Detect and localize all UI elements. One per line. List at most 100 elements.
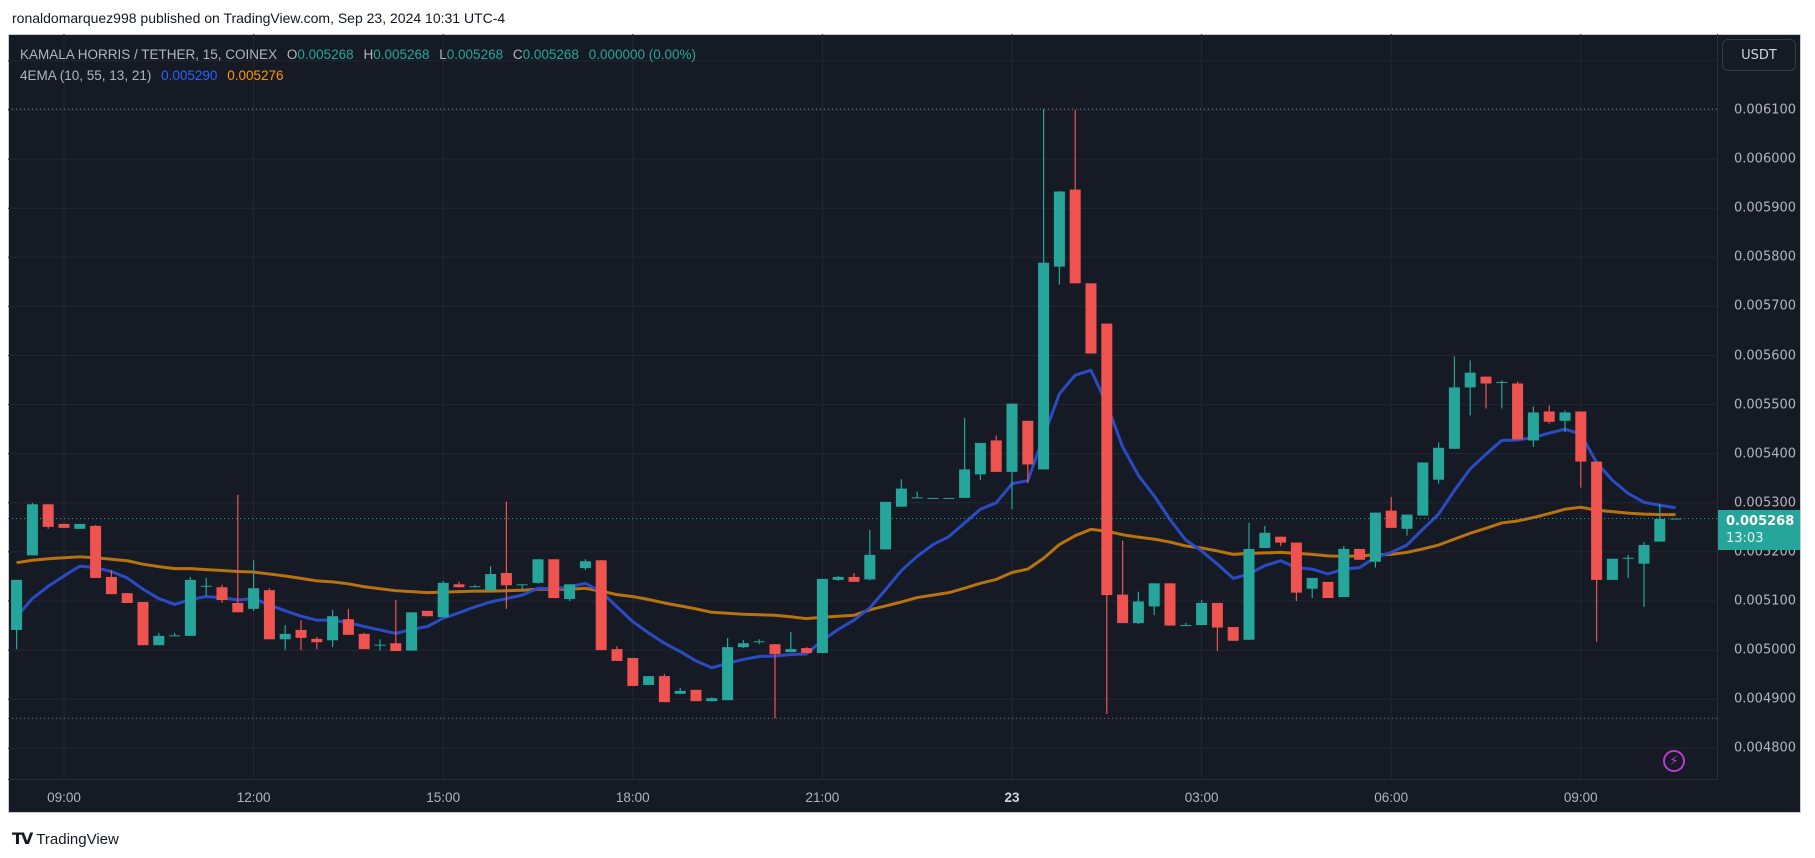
candle-up <box>1401 514 1413 529</box>
price-tick-label: 0.005600 <box>1734 348 1797 363</box>
time-tick-label: 18:00 <box>615 790 650 805</box>
candle-down <box>1385 510 1397 528</box>
candle-down <box>105 576 117 595</box>
candle-down <box>690 689 702 702</box>
chart-frame <box>8 34 1801 813</box>
current-price: 0.005268 <box>1726 513 1795 529</box>
candle-down <box>1591 461 1603 580</box>
time-tick-label: 06:00 <box>1374 790 1409 805</box>
time-tick-label: 21:00 <box>805 790 840 805</box>
candle-down <box>801 648 813 654</box>
candle-up <box>184 579 196 636</box>
price-axis[interactable] <box>1717 34 1802 779</box>
candle-up <box>785 649 797 653</box>
candle-up <box>943 497 955 499</box>
ema-fast-line <box>15 368 1676 670</box>
candle-up <box>327 616 339 641</box>
candle-down <box>1290 542 1302 593</box>
price-tick-label: 0.005800 <box>1734 249 1797 265</box>
publish-line: ronaldomarquez998 published on TradingVi… <box>12 10 506 26</box>
candle-down <box>1322 581 1334 599</box>
candle-down <box>1480 376 1492 384</box>
candle-up <box>1638 545 1650 564</box>
candle-up <box>1180 625 1192 627</box>
candle-up <box>643 676 655 685</box>
candle-down <box>627 657 639 686</box>
candle-up <box>706 698 718 702</box>
candle-down <box>500 573 512 586</box>
price-tick-label: 0.005400 <box>1734 446 1797 462</box>
time-tick-label: 03:00 <box>1184 790 1219 805</box>
candle-up <box>1338 548 1350 598</box>
low-label: L <box>439 47 447 62</box>
price-tick-label: 0.004900 <box>1734 691 1797 707</box>
candle-up <box>959 469 971 498</box>
chart-plot[interactable] <box>8 34 1717 779</box>
high-value: 0.005268 <box>373 47 430 62</box>
candle-down <box>1211 602 1223 628</box>
candle-up <box>864 554 876 580</box>
candle-up <box>1448 387 1460 449</box>
candle-up <box>974 442 986 475</box>
candle-down <box>232 602 244 613</box>
candle-up <box>880 501 892 550</box>
candle-down <box>848 576 860 582</box>
candle-up <box>1038 262 1050 470</box>
candle-down <box>1164 583 1176 626</box>
candle-up <box>485 573 497 591</box>
time-tick-label: 12:00 <box>236 790 271 805</box>
candle-up <box>1259 532 1271 548</box>
close-value: 0.005268 <box>522 47 579 62</box>
open-label: O <box>286 47 298 62</box>
ema-slow-value: 0.005276 <box>227 68 284 83</box>
change-value: 0.000000 (0.00%) <box>588 47 697 62</box>
price-tick-label: 0.006000 <box>1734 151 1797 167</box>
candle-down <box>1022 420 1034 465</box>
tradingview-brand: TradingView <box>36 830 119 848</box>
candle-up <box>1527 412 1539 441</box>
price-tick-label: 0.005100 <box>1734 593 1797 609</box>
time-axis[interactable] <box>8 779 1717 814</box>
candle-up <box>753 641 765 643</box>
candle-down <box>311 638 323 643</box>
candle-up <box>11 579 23 630</box>
candle-down <box>137 601 149 646</box>
tradingview-logo[interactable]: 𝗧𝗩 TradingView <box>12 829 119 849</box>
candle-up <box>1464 372 1476 388</box>
candle-up <box>1369 512 1381 562</box>
candle-down <box>990 440 1002 472</box>
currency-button[interactable]: USDT <box>1722 39 1796 71</box>
price-tick-label: 0.005900 <box>1734 200 1797 216</box>
candle-down <box>1227 627 1239 641</box>
candle-down <box>1275 536 1287 543</box>
candle-up <box>279 633 291 640</box>
symbol-title[interactable]: KAMALA HORRIS / TETHER, 15, COINEX <box>20 47 278 62</box>
time-tick-label: 09:00 <box>47 790 81 805</box>
candle-down <box>421 610 433 617</box>
price-tick-label: 0.005700 <box>1734 298 1797 314</box>
candle-up <box>1622 557 1634 559</box>
candle-down <box>1354 548 1366 560</box>
candle-up <box>1606 558 1618 580</box>
candle-down <box>121 593 133 603</box>
time-tick-label: 23 <box>1004 790 1020 805</box>
candle-down <box>611 649 623 661</box>
candle-down <box>1543 411 1555 422</box>
candle-up <box>1559 412 1571 421</box>
candle-down <box>1512 383 1524 440</box>
candle-up <box>248 588 260 609</box>
candle-up <box>406 612 418 651</box>
candle-up <box>674 690 686 694</box>
candle-up <box>74 523 86 529</box>
candle-up <box>200 585 212 587</box>
price-tick-label: 0.005300 <box>1734 495 1797 511</box>
symbol-row: KAMALA HORRIS / TETHER, 15, COINEX O 0.00… <box>20 44 696 65</box>
ema-fast-value: 0.005290 <box>161 68 218 83</box>
lightning-bolt-icon[interactable]: ⚡ <box>1663 750 1685 772</box>
candle-up <box>579 561 591 569</box>
indicator-title[interactable]: 4EMA (10, 55, 13, 21) <box>20 68 152 83</box>
candle-down <box>769 644 781 655</box>
candle-up <box>1654 519 1666 542</box>
candle-down <box>1117 594 1129 624</box>
high-label: H <box>363 47 374 62</box>
